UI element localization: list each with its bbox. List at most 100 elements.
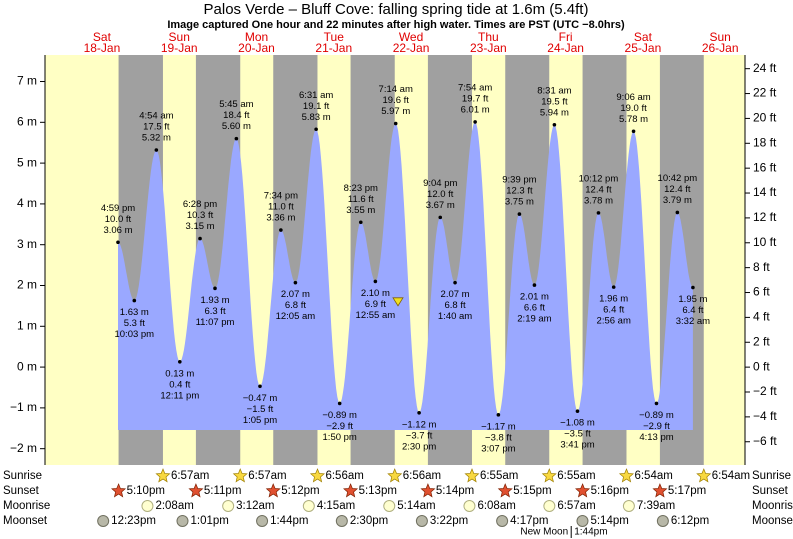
row-label: Moonrise	[3, 500, 50, 512]
tide-extreme	[453, 280, 457, 285]
row-label: Sunrise	[3, 470, 42, 482]
row-label: Sunset	[3, 485, 40, 497]
sunset-time: 5:10pm	[127, 485, 165, 497]
moonset-time: 1:44pm	[270, 515, 308, 527]
tide-time: 10:42 pm	[658, 173, 698, 184]
tide-ft: 19.6 ft	[383, 95, 410, 106]
tide-ft: 12.0 ft	[427, 189, 454, 200]
sunset-icon	[575, 483, 591, 498]
tide-time: 7:14 am	[379, 84, 413, 95]
tide-extreme	[517, 212, 522, 216]
tide-extreme	[675, 210, 680, 215]
moonrise-time: 4:15am	[317, 500, 355, 512]
current-level-marker	[392, 297, 404, 307]
tide-extreme	[358, 220, 363, 225]
tide-time: 6:28 pm	[183, 199, 217, 210]
sunset-icon	[265, 483, 281, 498]
tide-ft: −2.9 ft	[326, 421, 353, 432]
tide-ft: 19.5 ft	[541, 96, 568, 107]
tide-time: 4:13 pm	[639, 432, 673, 443]
y-tick-label: 6 m	[17, 114, 37, 128]
day-name: Sun	[710, 30, 731, 44]
tide-ft: 12.4 ft	[585, 184, 612, 195]
sunset-time: 5:11pm	[204, 485, 242, 497]
y-tick-label: −1 m	[10, 400, 37, 414]
moonset-icon	[256, 515, 269, 527]
tide-ft: 0.4 ft	[169, 379, 190, 390]
tide-extreme	[438, 215, 443, 220]
moonrise-time: 6:08am	[477, 500, 515, 512]
tide-time: 12:55 am	[356, 310, 396, 321]
day-date: 21-Jan	[315, 41, 352, 55]
tide-ft: 12.3 ft	[506, 186, 533, 197]
tide-m-label: 2.07 m	[281, 289, 310, 300]
tide-extreme	[417, 410, 421, 415]
day-name: Sun	[169, 30, 190, 44]
sunrise-icon	[696, 468, 712, 483]
day-date: 20-Jan	[238, 41, 275, 55]
y2-tick-label: 18 ft	[753, 135, 777, 149]
moonset-time: 4:17pm	[510, 515, 548, 527]
sunset-time: 5:16pm	[591, 485, 629, 497]
tide-m-label: 3.67 m	[426, 200, 455, 211]
row-label: Sunrise	[752, 470, 791, 482]
tide-ft: 19.7 ft	[462, 93, 489, 104]
day-name: Tue	[324, 30, 345, 44]
day-date: 23-Jan	[470, 41, 507, 55]
moonset-icon	[335, 515, 348, 527]
sunset-time: 5:15pm	[513, 485, 551, 497]
tide-ft: 6.6 ft	[524, 303, 545, 314]
tide-ft: 17.5 ft	[143, 122, 170, 133]
tide-time: 12:11 pm	[160, 390, 199, 401]
day-name: Thu	[478, 30, 499, 44]
y2-tick-label: 2 ft	[753, 334, 770, 348]
moonrise-time: 5:14am	[397, 500, 435, 512]
tide-extreme	[393, 121, 398, 126]
tide-extreme	[293, 280, 298, 285]
tide-time: 11:07 pm	[196, 317, 235, 328]
tide-m-label: 5.83 m	[302, 112, 331, 123]
tide-time: 9:06 am	[616, 92, 650, 103]
y-tick-label: 1 m	[17, 318, 37, 332]
tide-extreme	[154, 148, 159, 152]
tide-extreme	[198, 236, 202, 241]
tide-time: 1:05 pm	[243, 415, 277, 426]
tide-time: 7:34 pm	[264, 191, 298, 202]
tide-extreme	[116, 240, 120, 245]
tide-m-label: −0.89 m	[322, 410, 357, 421]
tide-ft: 19.0 ft	[620, 103, 647, 114]
tide-time: 7:54 am	[458, 82, 492, 93]
tide-time: 3:32 am	[676, 316, 710, 327]
tide-m-label: −0.89 m	[639, 410, 674, 421]
tide-extreme	[314, 127, 318, 132]
tide-time: 4:54 am	[139, 111, 173, 122]
chart-subtitle: Image captured One hour and 22 minutes a…	[167, 19, 625, 31]
moonset-time: 1:01pm	[190, 515, 228, 527]
moonrise-time: 2:08am	[155, 500, 193, 512]
tide-time: 9:04 pm	[423, 178, 457, 189]
day-name: Mon	[245, 30, 268, 44]
tide-m-label: 3.79 m	[663, 195, 692, 206]
tide-ft: 6.3 ft	[204, 306, 225, 317]
tide-ft: 10.0 ft	[105, 214, 132, 225]
tide-time: 4:59 pm	[101, 203, 135, 214]
sunset-time: 5:17pm	[668, 485, 706, 497]
tide-extreme	[496, 413, 501, 417]
y2-tick-label: 0 ft	[753, 359, 770, 373]
tide-extreme	[132, 298, 137, 303]
sunset-icon	[111, 483, 127, 498]
tide-ft: −1.5 ft	[247, 404, 274, 415]
day-name: Sat	[93, 30, 112, 44]
tide-time: 10:12 pm	[579, 173, 619, 184]
moonset-icon	[176, 515, 189, 527]
sunrise-time: 6:56am	[403, 470, 441, 482]
tide-m-label: 0.13 m	[165, 368, 194, 379]
tide-time: 2:56 am	[597, 316, 631, 327]
row-label: Moonrise	[752, 500, 793, 512]
tide-extreme	[279, 228, 283, 232]
tide-m-label: 2.07 m	[441, 289, 470, 300]
day-date: 18-Jan	[84, 41, 121, 55]
tide-m-label: 1.96 m	[599, 294, 628, 305]
sunrise-time: 6:55am	[480, 470, 518, 482]
tide-time: 1:40 am	[438, 311, 472, 322]
